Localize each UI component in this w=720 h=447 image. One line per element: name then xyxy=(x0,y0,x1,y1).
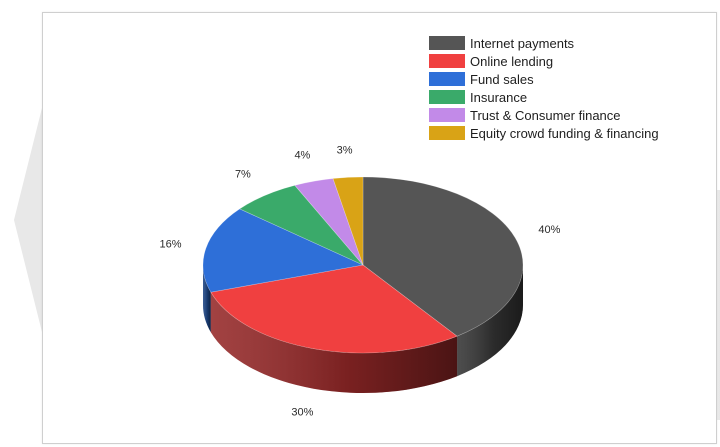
legend-label: Fund sales xyxy=(470,71,534,87)
legend-item-fund-sales: Fund sales xyxy=(429,70,659,88)
percent-label-equity-crowd-funding-financing: 3% xyxy=(337,145,353,157)
pie-side-shading xyxy=(210,292,458,393)
pie-side-shading xyxy=(457,265,523,377)
pie-slice-equity-crowd-funding-financing xyxy=(332,176,364,266)
legend-swatch xyxy=(429,108,465,122)
legend-label: Online lending xyxy=(470,53,554,69)
pie-side-shading xyxy=(203,265,211,333)
percent-label-internet-payments: 40% xyxy=(538,224,560,236)
pie-slice-trust-consumer-finance xyxy=(294,178,364,266)
legend-label: Equity crowd funding & financing xyxy=(470,125,659,141)
pie-chart: 40% 30% 16% 7% 4% 3% xyxy=(159,145,560,419)
pie-chart-frame: 40% 30% 16% 7% 4% 3% Internet payments Online … xyxy=(42,12,717,444)
percent-label-fund-sales: 16% xyxy=(159,238,181,250)
percent-label-online-lending: 30% xyxy=(291,406,313,418)
pie-slice-fund-sales xyxy=(202,208,365,293)
percent-label-insurance: 7% xyxy=(235,168,251,180)
legend-item-equity-crowd-funding-financing: Equity crowd funding & financing xyxy=(429,124,659,142)
legend-item-online-lending: Online lending xyxy=(429,52,659,70)
legend-swatch xyxy=(429,54,465,68)
pie-slice-internet-payments xyxy=(362,176,524,337)
legend-swatch xyxy=(429,36,465,50)
legend-swatch xyxy=(429,90,465,104)
legend-item-trust-consumer-finance: Trust & Consumer finance xyxy=(429,106,659,124)
legend-item-internet-payments: Internet payments xyxy=(429,34,659,52)
pie-slice-insurance xyxy=(239,185,364,266)
legend-swatch xyxy=(429,126,465,140)
legend-label: Insurance xyxy=(470,89,528,105)
legend-item-insurance: Insurance xyxy=(429,88,659,106)
chart-legend: Internet payments Online lending Fund sale… xyxy=(429,34,659,142)
legend-label: Trust & Consumer finance xyxy=(470,107,621,123)
legend-swatch xyxy=(429,72,465,86)
legend-label: Internet payments xyxy=(470,35,575,51)
pie-slice-online-lending xyxy=(210,264,458,354)
percent-label-trust-consumer-finance: 4% xyxy=(294,150,310,162)
